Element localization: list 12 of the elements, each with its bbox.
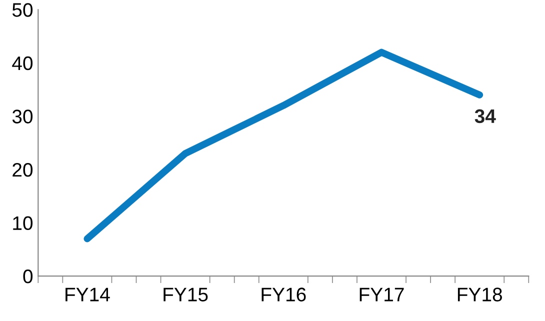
y-tick-label: 20	[12, 162, 33, 177]
y-tick-label: 50	[12, 3, 33, 17]
x-tick-label: FY16	[262, 288, 306, 302]
x-tick-label: FY15	[164, 288, 208, 302]
x-tick-label: FY14	[66, 288, 110, 302]
x-tick-label: FY17	[360, 288, 404, 302]
data-label: 34	[474, 109, 496, 124]
y-tick-label: 40	[12, 56, 33, 70]
y-tick-label: 30	[12, 110, 33, 124]
y-tick-label: 0	[23, 270, 33, 284]
y-tick-label: 10	[13, 216, 33, 230]
x-tick-label: FY18	[458, 288, 502, 302]
